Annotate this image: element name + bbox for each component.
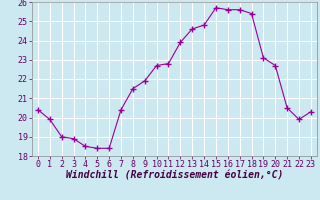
X-axis label: Windchill (Refroidissement éolien,°C): Windchill (Refroidissement éolien,°C) (66, 171, 283, 181)
